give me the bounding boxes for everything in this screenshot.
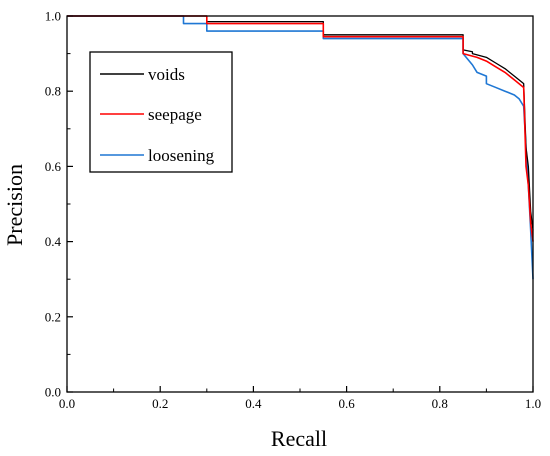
legend: voids seepage loosening [89,51,233,173]
legend-label-loosening: loosening [148,146,215,165]
y-tick-label-4: 0.8 [45,84,61,99]
y-tick-label-3: 0.6 [45,159,62,174]
legend-label-seepage: seepage [148,105,202,124]
x-tick-label-4: 0.8 [432,396,448,411]
x-tick-label-5: 1.0 [525,396,541,411]
y-tick-label-2: 0.4 [45,234,62,249]
x-tick-label-1: 0.2 [152,396,168,411]
x-tick-label-3: 0.6 [338,396,355,411]
y-tick-label-1: 0.2 [45,309,61,324]
series-line-seepage [67,15,534,242]
y-tick-label-0: 0.0 [45,385,61,400]
series-layer [67,15,534,280]
x-tick-label-2: 0.4 [245,396,262,411]
y-tick-label-5: 1.0 [45,9,61,24]
y-axis-title: Precision [2,164,27,246]
legend-box [89,51,233,173]
x-tick-label-0: 0.0 [59,396,75,411]
ticks-layer: 0.0 0.2 0.4 0.6 0.8 1.0 0.0 0.2 0.4 0.6 0.8 1.0 [45,9,541,412]
series-line-voids [67,15,534,231]
legend-label-voids: voids [148,65,185,84]
x-axis-title: Recall [271,426,327,451]
